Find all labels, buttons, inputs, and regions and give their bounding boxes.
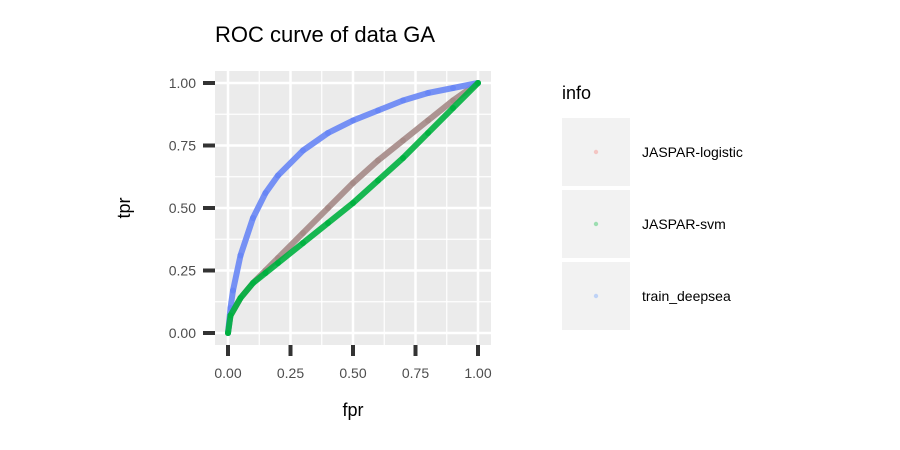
legend-label-train-deepsea: train_deepsea (642, 288, 731, 304)
data-point-jaspar-svm-8 (350, 200, 356, 206)
legend-key-train-deepsea (562, 262, 630, 330)
legend-swatch-jaspar-logistic (593, 149, 599, 155)
data-point-jaspar-svm-0 (225, 330, 231, 336)
data-point-jaspar-logistic-7 (325, 205, 331, 211)
data-point-train-deepsea-8 (325, 130, 331, 136)
data-point-jaspar-svm-11 (425, 130, 431, 136)
legend-title: info (562, 83, 591, 103)
data-point-jaspar-logistic-10 (400, 137, 406, 144)
data-point-jaspar-svm-4 (262, 270, 269, 276)
data-point-train-deepsea-13 (450, 85, 456, 91)
data-point-train-deepsea-7 (300, 147, 306, 154)
data-point-jaspar-logistic-11 (425, 117, 431, 124)
series-layer (225, 80, 481, 336)
data-point-train-deepsea-11 (400, 97, 406, 104)
data-point-jaspar-logistic-6 (300, 230, 306, 236)
x-tick-label-4: 1.00 (464, 365, 491, 381)
legend-key-jaspar-logistic (562, 118, 630, 186)
y-tick-label-0: 0.00 (169, 325, 196, 341)
y-axis: 0.00 0.25 0.50 0.75 1.00 (169, 75, 215, 341)
x-axis: 0.00 0.25 0.50 0.75 1.00 (214, 345, 492, 381)
x-tick-label-2: 0.50 (339, 365, 366, 381)
x-tick-label-1: 0.25 (277, 365, 304, 381)
data-point-train-deepsea-3 (237, 252, 244, 259)
y-tick-label-2: 0.50 (169, 200, 196, 216)
x-tick-label-3: 0.75 (402, 365, 429, 381)
legend: info JASPAR-logistic JASPAR-svm train_deep… (562, 83, 743, 330)
data-point-train-deepsea-4 (250, 215, 256, 221)
legend-swatch-train-deepsea (593, 293, 599, 299)
data-point-jaspar-logistic-12 (450, 97, 456, 104)
data-point-jaspar-logistic-9 (375, 157, 381, 164)
data-point-train-deepsea-5 (262, 190, 269, 196)
data-point-train-deepsea-10 (375, 107, 381, 114)
y-tick-label-3: 0.75 (169, 138, 196, 154)
data-point-jaspar-svm-7 (325, 220, 331, 226)
series-jaspar-svm (225, 80, 481, 336)
data-point-jaspar-svm-1 (227, 312, 234, 319)
legend-label-jaspar-logistic: JASPAR-logistic (642, 144, 743, 160)
y-tick-label-1: 0.25 (169, 263, 196, 279)
y-tick-label-4: 1.00 (169, 75, 196, 91)
y-axis-title: tpr (114, 197, 134, 218)
legend-item-jaspar-logistic: JASPAR-logistic (562, 118, 743, 186)
grid-lines (215, 71, 491, 345)
legend-swatch-jaspar-svm (593, 221, 599, 227)
legend-item-train-deepsea: train_deepsea (562, 262, 731, 330)
legend-item-jaspar-svm: JASPAR-svm (562, 190, 726, 258)
data-point-train-deepsea-9 (350, 117, 356, 124)
data-point-jaspar-svm-6 (300, 240, 306, 246)
data-point-train-deepsea-6 (275, 172, 281, 179)
chart-title: ROC curve of data GA (215, 22, 435, 47)
legend-key-jaspar-svm (562, 190, 630, 258)
series-line-jaspar-svm (225, 80, 481, 336)
data-point-jaspar-svm-3 (250, 280, 256, 286)
data-point-jaspar-svm-9 (375, 177, 381, 184)
data-point-jaspar-svm-12 (450, 105, 456, 111)
data-point-jaspar-svm-10 (400, 155, 406, 161)
data-point-jaspar-logistic-8 (350, 180, 356, 186)
data-point-jaspar-svm-2 (237, 295, 244, 301)
data-point-train-deepsea-12 (425, 90, 431, 96)
legend-label-jaspar-svm: JASPAR-svm (642, 216, 726, 232)
x-tick-label-0: 0.00 (214, 365, 241, 381)
legend-items: JASPAR-logistic JASPAR-svm train_deepsea (562, 118, 743, 330)
data-point-jaspar-svm-5 (275, 260, 281, 266)
x-axis-title: fpr (342, 400, 363, 420)
data-point-jaspar-svm-13 (475, 80, 481, 86)
data-point-train-deepsea-2 (230, 287, 236, 294)
